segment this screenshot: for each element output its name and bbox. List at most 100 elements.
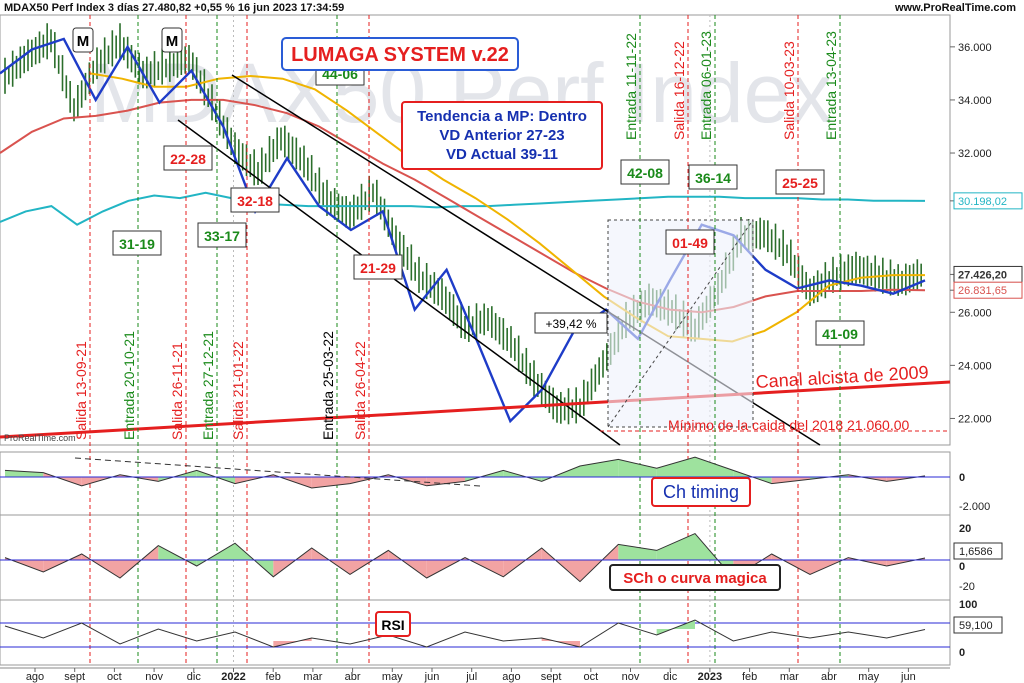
y-tick-label: 26.000	[958, 307, 992, 319]
indicator-tick-label: 59,100	[959, 620, 993, 632]
m-marker-label: M	[77, 33, 90, 50]
instrument-line: MDAX50 Perf Index 3 días 27.480,82 +0,55…	[4, 2, 345, 14]
sch-title: SCh o curva magica	[623, 570, 767, 587]
y-tick-label: 34.000	[958, 95, 992, 107]
ch-timing-title-box	[651, 477, 751, 507]
x-tick-label: may	[382, 671, 403, 683]
yellow-moving-average	[89, 72, 925, 343]
signal-label: Salida 16-12-22	[671, 41, 687, 140]
ind-tick-flag	[953, 542, 1003, 560]
ind-tick-flag	[953, 616, 1003, 634]
ch-timing-fill	[618, 459, 657, 477]
x-tick-label: nov	[622, 671, 640, 683]
rsi-title: RSI	[381, 617, 404, 633]
signal-label: Entrada 06-01-23	[698, 31, 714, 140]
m-marker-box	[161, 27, 183, 53]
panel-frame	[0, 14, 951, 446]
panel-frame	[0, 451, 951, 516]
ch-timing-fill	[426, 477, 465, 486]
sch-fill	[656, 533, 695, 560]
x-tick-label: oct	[107, 671, 122, 683]
signal-label: Entrada 27-12-21	[200, 331, 216, 440]
channel-lower-line	[177, 119, 621, 446]
y-tick-label: 30.198,02	[958, 196, 1007, 208]
gain-label: +39,42 %	[545, 317, 596, 331]
y-tick-flag	[953, 192, 1023, 210]
ch-timing-fill	[580, 459, 619, 477]
ratio-box	[163, 145, 213, 171]
x-tick-label: may	[858, 671, 879, 683]
uptrend-line	[0, 380, 951, 439]
site-credit: www.ProRealTime.com	[894, 2, 1016, 14]
signal-label: Salida 21-01-22	[230, 341, 246, 440]
indicator-tick-label: 20	[959, 523, 971, 535]
ch-timing-line	[4, 456, 926, 489]
x-tick-label: ago	[26, 671, 44, 683]
signal-label: Entrada 13-04-23	[823, 31, 839, 140]
indicator-tick-label: 1,6586	[959, 546, 993, 558]
gain-label-box	[534, 312, 608, 334]
sch-line	[4, 532, 926, 583]
y-tick-flag	[953, 281, 1023, 299]
signal-label: Entrada 25-03-22	[320, 331, 336, 440]
signal-label: Salida 10-03-23	[781, 41, 797, 140]
ratio-box	[353, 254, 403, 280]
y-tick-label: 22.000	[958, 413, 992, 425]
ratio-label: 36-14	[695, 170, 731, 186]
trend-box-line: VD Anterior 27-23	[439, 127, 564, 144]
x-tick-label: sept	[541, 671, 562, 683]
ratio-box	[620, 159, 670, 185]
indicator-tick-label: -20	[959, 581, 975, 593]
ratio-label: 41-09	[822, 326, 858, 342]
x-tick-label: nov	[145, 671, 163, 683]
signal-label: Entrada 20-10-21	[121, 331, 137, 440]
blue-smoothed-line	[0, 37, 926, 424]
indicator-tick-label: -2.000	[959, 501, 990, 513]
x-tick-label: oct	[583, 671, 598, 683]
x-tick-label: jun	[424, 671, 440, 683]
x-tick-label: dic	[663, 671, 678, 683]
ratio-box	[112, 230, 162, 256]
x-tick-label: dic	[187, 671, 202, 683]
trend-box-line: Tendencia a MP: Dentro	[417, 108, 587, 125]
ratio-label: 32-18	[237, 193, 273, 209]
trend-box-line: VD Actual 39-11	[446, 146, 558, 163]
x-tick-label: ago	[502, 671, 520, 683]
y-tick-label: 27.426,20	[958, 269, 1007, 281]
y-tick-label: 24.000	[958, 360, 992, 372]
panel-frame	[0, 599, 951, 666]
cyan-moving-average	[0, 191, 926, 226]
signal-label: Entrada 11-11-22	[623, 33, 639, 140]
chart-title: LUMAGA SYSTEM v.22	[291, 44, 509, 66]
y-tick-label: 26.831,65	[958, 285, 1007, 297]
x-tick-label: sept	[64, 671, 85, 683]
red-moving-average	[0, 98, 926, 314]
y-tick-label: 32.000	[958, 148, 992, 160]
x-tick-label: 2022	[221, 671, 245, 683]
rsi-line	[4, 619, 926, 648]
ch-timing-fill	[695, 457, 734, 477]
signal-label: Salida 13-09-21	[73, 341, 89, 440]
x-tick-label: mar	[303, 671, 322, 683]
ratio-box	[815, 320, 865, 346]
ratio-label: 22-28	[170, 151, 206, 167]
indicator-tick-label: 0	[959, 472, 965, 484]
ratio-box	[775, 169, 825, 195]
title-box	[281, 37, 519, 71]
ratio-label: 33-17	[204, 228, 240, 244]
x-tick-label: mar	[780, 671, 799, 683]
trend-box	[401, 101, 603, 170]
m-marker-box	[72, 27, 94, 53]
y-tick-label: 36.000	[958, 42, 992, 54]
x-tick-label: feb	[742, 671, 757, 683]
ratio-box	[688, 164, 738, 190]
ch-timing-fill	[5, 470, 44, 477]
signal-label: Salida 26-11-21	[169, 342, 185, 440]
ch-timing-fill	[771, 477, 810, 484]
x-tick-label: abr	[821, 671, 837, 683]
ch-timing-title: Ch timing	[663, 482, 739, 502]
x-tick-label: abr	[345, 671, 361, 683]
ratio-label: 21-29	[360, 260, 396, 276]
ratio-label: 31-19	[119, 236, 155, 252]
